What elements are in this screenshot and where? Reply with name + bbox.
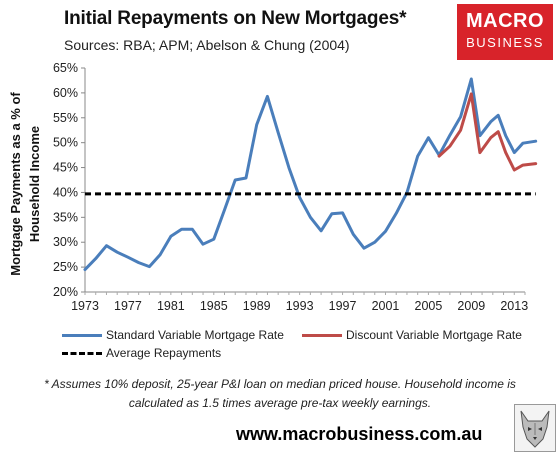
x-tick-label: 2009 bbox=[457, 299, 485, 313]
legend-swatch-standard bbox=[62, 334, 102, 337]
x-tick-label: 2001 bbox=[372, 299, 400, 313]
y-tick-label: 35% bbox=[53, 210, 78, 224]
discount-variable-line bbox=[437, 92, 538, 172]
logo-line-2: BUSINESS bbox=[466, 35, 544, 50]
footnote: * Assumes 10% deposit, 25-year P&I loan … bbox=[44, 377, 516, 410]
x-tick-label: 1989 bbox=[243, 299, 271, 313]
y-tick-label: 65% bbox=[53, 61, 78, 75]
chart-axes bbox=[81, 67, 526, 295]
y-tick-label: 20% bbox=[53, 285, 78, 299]
x-tick-label: 2005 bbox=[415, 299, 443, 313]
x-tick-label: 1993 bbox=[286, 299, 314, 313]
legend-label-discount: Discount Variable Mortgage Rate bbox=[346, 328, 522, 342]
chart-sources: Sources: RBA; APM; Abelson & Chung (2004… bbox=[64, 37, 350, 53]
standard-variable-line bbox=[83, 77, 538, 272]
legend-label-average: Average Repayments bbox=[106, 346, 222, 360]
x-tick-label: 1977 bbox=[114, 299, 142, 313]
macrobusiness-logo[interactable]: MACRO BUSINESS bbox=[457, 4, 553, 60]
tick-labels: 20% 25% 30% 35% 40% 45% 50% 55% 60% 65% 1973 1977 19… bbox=[53, 61, 528, 313]
y-tick-label: 55% bbox=[53, 111, 78, 125]
y-tick-label: 60% bbox=[53, 86, 78, 100]
y-tick-label: 50% bbox=[53, 136, 78, 150]
y-tick-label: 45% bbox=[53, 161, 78, 175]
legend-swatch-average bbox=[62, 352, 102, 355]
x-tick-label: 1997 bbox=[329, 299, 357, 313]
x-tick-label: 1985 bbox=[200, 299, 228, 313]
x-tick-label: 2013 bbox=[500, 299, 528, 313]
y-tick-label: 30% bbox=[53, 235, 78, 249]
y-tick-label: 25% bbox=[53, 260, 78, 274]
series-lines bbox=[83, 77, 538, 272]
legend-label-standard: Standard Variable Mortgage Rate bbox=[106, 328, 284, 342]
x-tick-label: 1981 bbox=[157, 299, 185, 313]
legend-swatch-discount bbox=[302, 334, 342, 337]
website-link[interactable]: www.macrobusiness.com.au bbox=[236, 424, 483, 444]
x-tick-label: 1973 bbox=[71, 299, 99, 313]
chart-title: Initial Repayments on New Mortgages* bbox=[64, 8, 407, 29]
wolf-head-icon bbox=[514, 404, 556, 452]
y-tick-label: 40% bbox=[53, 185, 78, 199]
logo-line-1: MACRO bbox=[465, 10, 545, 32]
